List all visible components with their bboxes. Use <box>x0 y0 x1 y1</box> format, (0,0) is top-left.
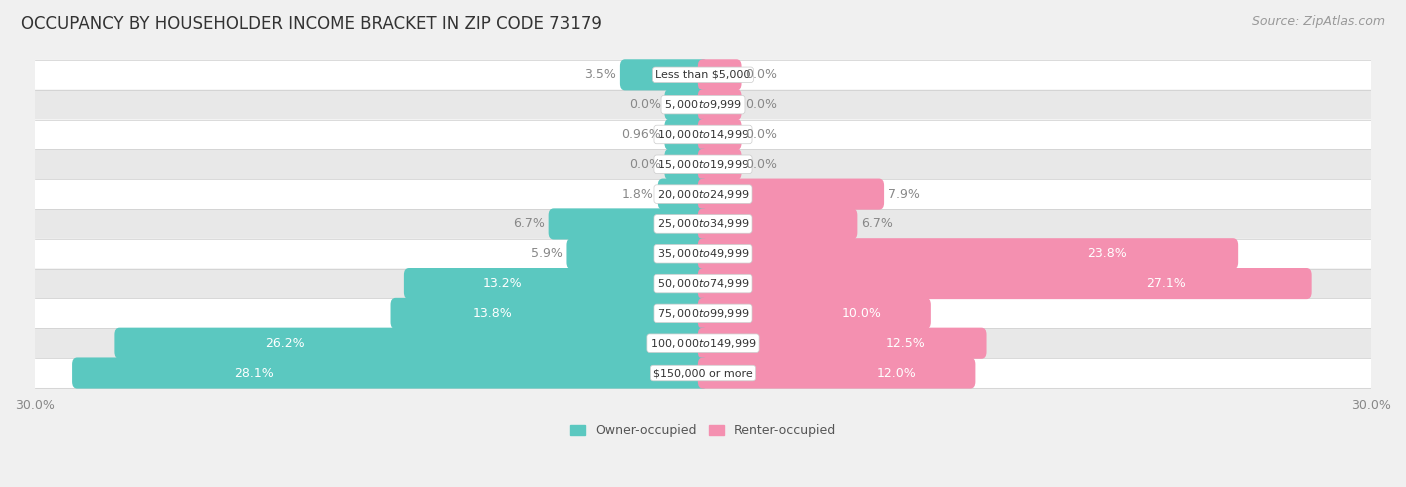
Text: 12.0%: 12.0% <box>877 367 917 379</box>
FancyBboxPatch shape <box>567 238 709 269</box>
FancyBboxPatch shape <box>35 179 1371 209</box>
Text: 26.2%: 26.2% <box>266 337 305 350</box>
FancyBboxPatch shape <box>35 269 1371 299</box>
Text: 27.1%: 27.1% <box>1146 277 1185 290</box>
Text: 0.0%: 0.0% <box>745 158 778 171</box>
Text: 1.8%: 1.8% <box>621 187 654 201</box>
Text: $150,000 or more: $150,000 or more <box>654 368 752 378</box>
Text: 12.5%: 12.5% <box>886 337 925 350</box>
Text: 13.8%: 13.8% <box>472 307 512 320</box>
FancyBboxPatch shape <box>35 90 1371 120</box>
FancyBboxPatch shape <box>35 328 1371 358</box>
Text: $25,000 to $34,999: $25,000 to $34,999 <box>657 217 749 230</box>
FancyBboxPatch shape <box>72 357 709 389</box>
Text: 5.9%: 5.9% <box>531 247 562 260</box>
FancyBboxPatch shape <box>697 59 741 91</box>
FancyBboxPatch shape <box>697 298 931 329</box>
Text: $50,000 to $74,999: $50,000 to $74,999 <box>657 277 749 290</box>
Text: 23.8%: 23.8% <box>1087 247 1128 260</box>
Text: $35,000 to $49,999: $35,000 to $49,999 <box>657 247 749 260</box>
FancyBboxPatch shape <box>35 150 1371 179</box>
FancyBboxPatch shape <box>697 208 858 240</box>
Text: 28.1%: 28.1% <box>233 367 273 379</box>
Text: $15,000 to $19,999: $15,000 to $19,999 <box>657 158 749 171</box>
Text: $100,000 to $149,999: $100,000 to $149,999 <box>650 337 756 350</box>
FancyBboxPatch shape <box>658 179 709 210</box>
FancyBboxPatch shape <box>697 268 1312 299</box>
Text: 10.0%: 10.0% <box>841 307 882 320</box>
FancyBboxPatch shape <box>665 149 709 180</box>
Text: 3.5%: 3.5% <box>585 68 616 81</box>
FancyBboxPatch shape <box>697 89 741 120</box>
Text: OCCUPANCY BY HOUSEHOLDER INCOME BRACKET IN ZIP CODE 73179: OCCUPANCY BY HOUSEHOLDER INCOME BRACKET … <box>21 15 602 33</box>
Text: 0.0%: 0.0% <box>745 128 778 141</box>
Text: $75,000 to $99,999: $75,000 to $99,999 <box>657 307 749 320</box>
Text: Less than $5,000: Less than $5,000 <box>655 70 751 80</box>
FancyBboxPatch shape <box>697 149 741 180</box>
Text: 6.7%: 6.7% <box>860 217 893 230</box>
Text: 0.0%: 0.0% <box>628 98 661 111</box>
FancyBboxPatch shape <box>35 209 1371 239</box>
FancyBboxPatch shape <box>697 328 987 359</box>
Text: 0.0%: 0.0% <box>745 98 778 111</box>
Text: Source: ZipAtlas.com: Source: ZipAtlas.com <box>1251 15 1385 28</box>
FancyBboxPatch shape <box>35 120 1371 150</box>
FancyBboxPatch shape <box>665 119 709 150</box>
FancyBboxPatch shape <box>548 208 709 240</box>
Text: 0.0%: 0.0% <box>745 68 778 81</box>
FancyBboxPatch shape <box>114 328 709 359</box>
FancyBboxPatch shape <box>620 59 709 91</box>
FancyBboxPatch shape <box>391 298 709 329</box>
Text: 6.7%: 6.7% <box>513 217 546 230</box>
Text: 0.0%: 0.0% <box>628 158 661 171</box>
Text: 0.96%: 0.96% <box>621 128 661 141</box>
Text: $10,000 to $14,999: $10,000 to $14,999 <box>657 128 749 141</box>
FancyBboxPatch shape <box>697 238 1239 269</box>
FancyBboxPatch shape <box>697 179 884 210</box>
FancyBboxPatch shape <box>35 239 1371 269</box>
Legend: Owner-occupied, Renter-occupied: Owner-occupied, Renter-occupied <box>565 419 841 442</box>
FancyBboxPatch shape <box>697 357 976 389</box>
FancyBboxPatch shape <box>35 299 1371 328</box>
Text: 13.2%: 13.2% <box>482 277 522 290</box>
FancyBboxPatch shape <box>35 60 1371 90</box>
Text: $20,000 to $24,999: $20,000 to $24,999 <box>657 187 749 201</box>
FancyBboxPatch shape <box>697 119 741 150</box>
FancyBboxPatch shape <box>404 268 709 299</box>
FancyBboxPatch shape <box>35 358 1371 388</box>
FancyBboxPatch shape <box>665 89 709 120</box>
Text: 7.9%: 7.9% <box>887 187 920 201</box>
Text: $5,000 to $9,999: $5,000 to $9,999 <box>664 98 742 111</box>
